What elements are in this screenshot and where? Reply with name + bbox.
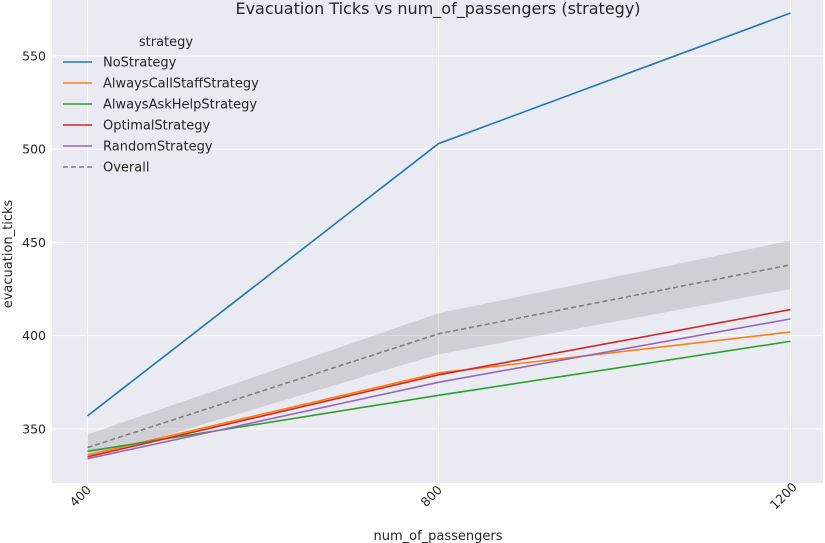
series-line-alwayscallstaffstrategy — [87, 331, 791, 456]
legend-label-alwaysaskhelpstrategy: AlwaysAskHelpStrategy — [103, 98, 257, 113]
series-line-overall — [87, 264, 791, 449]
legend-label-overall: Overall — [103, 161, 149, 176]
x-tick-label: 1200 — [767, 479, 800, 512]
series-line-nostrategy — [87, 12, 791, 417]
y-tick-label: 500 — [22, 142, 46, 157]
y-tick-label: 450 — [22, 235, 46, 250]
x-tick-label: 400 — [67, 482, 95, 510]
plot-area — [52, 0, 823, 483]
y-axis-label: evacuation_ticks — [1, 199, 16, 308]
legend-title: strategy — [139, 35, 194, 50]
legend-label-optimalstrategy: OptimalStrategy — [103, 119, 210, 134]
series-line-optimalstrategy — [87, 308, 791, 458]
x-tick-label: 800 — [418, 482, 446, 510]
y-tick-label: 350 — [22, 421, 46, 436]
legend-label-nostrategy: NoStrategy — [103, 56, 177, 71]
legend-label-randomstrategy: RandomStrategy — [103, 140, 213, 155]
y-tick-label: 400 — [22, 328, 46, 343]
x-axis-label: num_of_passengers — [373, 529, 502, 543]
series-line-randomstrategy — [87, 318, 791, 460]
chart-title: Evacuation Ticks vs num_of_passengers (s… — [235, 0, 640, 19]
legend: strategy NoStrategy AlwaysCallStaffStrate… — [63, 35, 259, 176]
legend-label-alwayscallstaffstrategy: AlwaysCallStaffStrategy — [103, 77, 259, 92]
y-tick-label: 550 — [22, 48, 46, 63]
series-lines — [87, 12, 791, 460]
grid — [52, 0, 823, 483]
ci-band-overall — [87, 240, 791, 459]
